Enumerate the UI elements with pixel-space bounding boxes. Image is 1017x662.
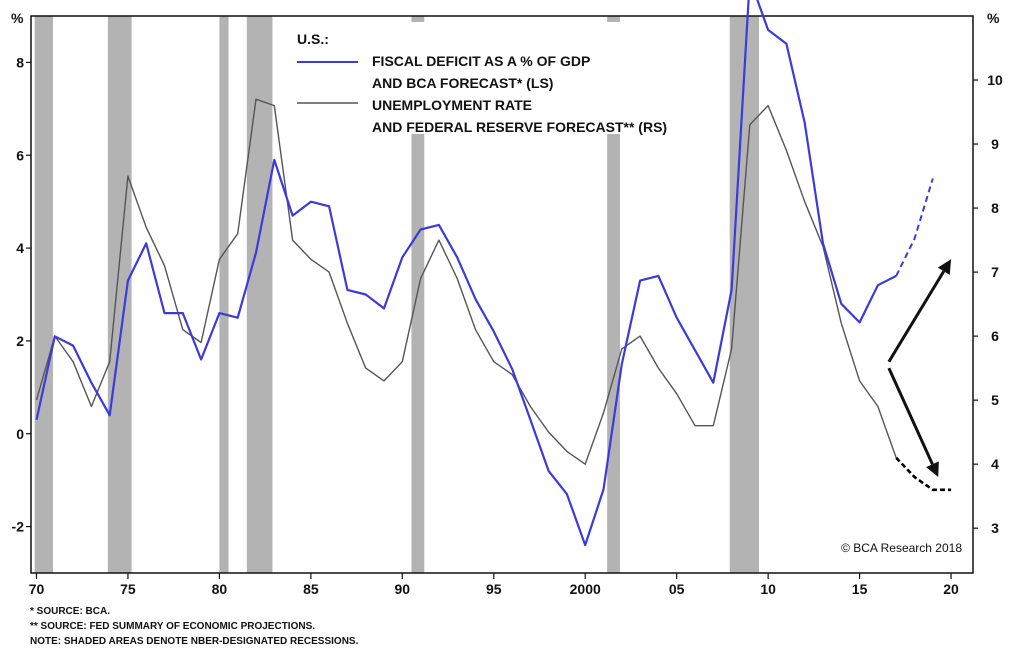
x-tick-label: 85 [303, 581, 319, 597]
right-tick-label: 4 [991, 456, 999, 472]
right-tick-label: 9 [991, 136, 999, 152]
recession-band-1 [107, 16, 132, 573]
right-axis: 3 4 5 6 7 8 9 10 [973, 72, 1003, 536]
x-tick-label: 70 [29, 581, 45, 597]
recession-band-5 [607, 16, 620, 573]
arrow-shaft-0 [887, 270, 946, 363]
arrow-head-0 [937, 259, 952, 275]
footnote-source-fed: ** SOURCE: FED SUMMARY OF ECONOMIC PROJE… [30, 621, 316, 632]
series-line-1 [895, 178, 934, 277]
legend-label-deficit-line1: FISCAL DEFICIT AS A % OF GDP [372, 53, 590, 69]
footnote-recession-note: NOTE: SHADED AREAS DENOTE NBER-DESIGNATE… [30, 636, 359, 647]
series-line-3 [895, 456, 952, 492]
legend: U.S.: FISCAL DEFICIT AS A % OF GDP AND B… [288, 22, 708, 135]
left-tick-label: -2 [12, 519, 25, 535]
left-axis: -2 0 2 4 6 8 [12, 54, 31, 535]
x-tick-label: 95 [486, 581, 502, 597]
legend-label-unemployment-line1: UNEMPLOYMENT RATE [372, 97, 532, 113]
series-line-2 [35, 98, 897, 465]
recession-band-3 [246, 16, 273, 573]
plot-frame [30, 15, 974, 574]
series-lines [35, 0, 952, 547]
recession-bands [34, 16, 759, 573]
recession-band-0 [34, 16, 53, 573]
x-tick-label: 2000 [570, 581, 601, 597]
x-tick-label: 10 [760, 581, 776, 597]
right-tick-label: 5 [991, 392, 999, 408]
x-tick-label: 05 [669, 581, 685, 597]
x-axis: 70 75 80 85 90 95 2000 05 10 15 20 [29, 573, 959, 597]
legend-label-unemployment-line2: AND FEDERAL RESERVE FORECAST** (RS) [372, 119, 667, 135]
left-axis-unit: % [11, 10, 24, 26]
left-tick-label: 4 [16, 240, 24, 256]
chart: -2 0 2 4 6 8 3 4 5 6 7 8 9 10 70 75 80 85 90 95 2000 05 10 15… [11, 0, 1003, 597]
forecast-arrows [887, 259, 952, 477]
left-tick-label: 0 [16, 426, 24, 442]
x-tick-label: 15 [852, 581, 868, 597]
footnotes: * SOURCE: BCA. ** SOURCE: FED SUMMARY OF… [30, 604, 358, 649]
arrow-shaft-1 [887, 367, 934, 465]
arrow-head-1 [926, 461, 939, 477]
x-tick-label: 20 [943, 581, 959, 597]
right-tick-label: 10 [987, 72, 1003, 88]
x-tick-label: 90 [395, 581, 411, 597]
x-tick-label: 80 [212, 581, 228, 597]
left-tick-label: 2 [16, 333, 24, 349]
right-tick-label: 6 [991, 328, 999, 344]
left-tick-label: 6 [16, 147, 24, 163]
recession-band-6 [729, 16, 759, 573]
right-tick-label: 8 [991, 200, 999, 216]
right-axis-unit: % [987, 10, 1000, 26]
copyright: © BCA Research 2018 [841, 541, 962, 555]
legend-label-deficit-line2: AND BCA FORECAST* (LS) [372, 75, 553, 91]
right-tick-label: 3 [991, 520, 999, 536]
right-tick-label: 7 [991, 264, 999, 280]
recession-band-4 [411, 16, 425, 573]
series-line-0 [35, 0, 897, 547]
left-tick-label: 8 [16, 54, 24, 70]
chart-title: U.S.: [297, 31, 329, 47]
footnote-source-bca: * SOURCE: BCA. [30, 606, 111, 617]
recession-band-2 [219, 16, 229, 573]
x-tick-label: 75 [120, 581, 136, 597]
